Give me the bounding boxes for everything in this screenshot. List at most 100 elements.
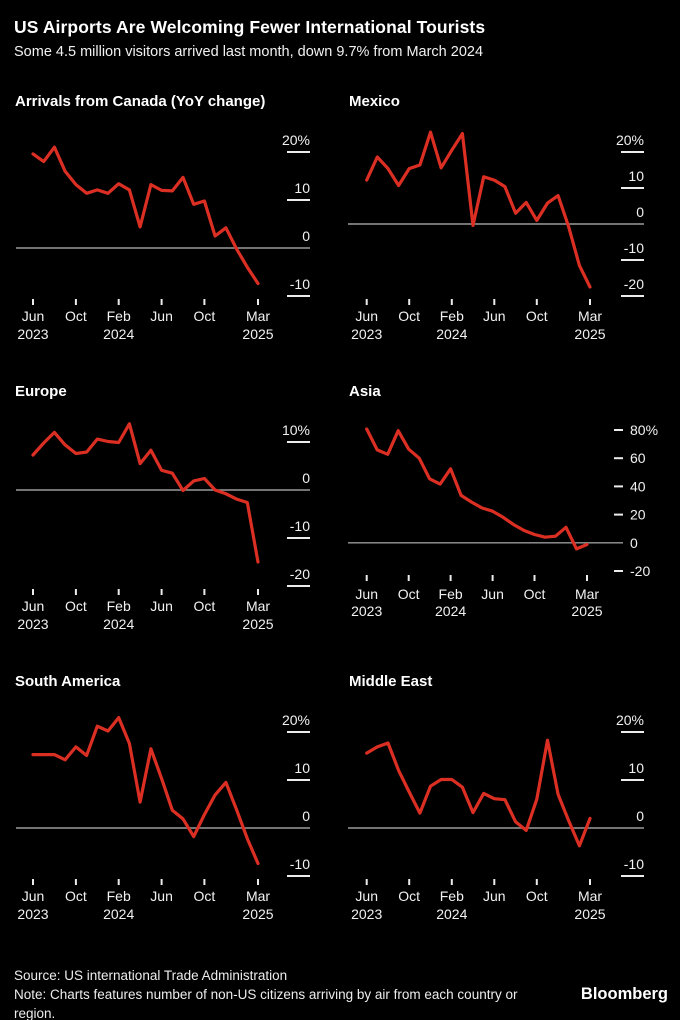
y-tick-label: 0 (302, 808, 310, 824)
chart-mexico: Mexico 20% 10 0 -10 -20 Jun 2023 Oct Feb 2024 Jun O… (340, 88, 680, 378)
x-tick-label-year: 2024 (435, 603, 466, 619)
x-tick-label: Oct (398, 308, 420, 324)
x-tick-label-year: 2025 (242, 326, 273, 342)
chart-asia: Asia 80% 60 40 20 0 -20 Jun 2023 Oct Feb 2024 Jun Oc… (340, 378, 680, 668)
y-tick-label: 20% (616, 132, 644, 148)
x-tick-label-year: 2024 (436, 326, 467, 342)
x-tick-label: Feb (440, 888, 464, 904)
x-tick-label-year: 2023 (351, 603, 382, 619)
y-tick-label: 10 (294, 760, 310, 776)
chart-south-america: South America 20% 10 0 -10 Jun 2023 Oct Feb 2024… (0, 668, 340, 958)
source-note: Source: US international Trade Administr… (14, 968, 288, 983)
y-tick-label: -10 (290, 856, 310, 872)
x-tick-label-year: 2023 (17, 616, 48, 632)
x-tick-label: Jun (355, 308, 378, 324)
x-tick-label: Mar (246, 598, 270, 614)
x-tick-label: Oct (65, 598, 87, 614)
page-title: US Airports Are Welcoming Fewer Internat… (14, 17, 486, 37)
y-tick-label: 10% (282, 422, 310, 438)
y-tick-label: -10 (624, 240, 644, 256)
chart-europe-plot: 10% 0 -10 -20 Jun 2023 Oct Feb 2024 Jun Oct Mar 2025 (16, 422, 310, 632)
x-tick-label: Oct (194, 888, 216, 904)
y-tick-label: 20% (282, 132, 310, 148)
chart-mexico-plot: 20% 10 0 -10 -20 Jun 2023 Oct Feb 2024 Jun Oct Mar 20… (348, 130, 644, 342)
y-tick-label: -20 (630, 563, 650, 579)
charts-grid: Arrivals from Canada (YoY change) 20% 10 0… (0, 88, 680, 958)
x-tick-label-year: 2025 (574, 326, 605, 342)
x-tick-label: Feb (440, 308, 464, 324)
x-tick-label-year: 2024 (103, 616, 134, 632)
y-tick-label: 0 (636, 204, 644, 220)
y-tick-label: 80% (630, 422, 658, 438)
y-tick-label: 0 (636, 808, 644, 824)
chart-asia-title: Asia (349, 383, 381, 400)
x-tick-label-year: 2025 (571, 603, 602, 619)
chart-south-america-plot: 20% 10 0 -10 Jun 2023 Oct Feb 2024 Jun Oct Mar 2025 (16, 712, 310, 922)
chart-canada-plot: 20% 10 0 -10 Jun 2023 Oct Feb 2024 Jun Oct Mar 2025 (16, 132, 310, 342)
data-line (31, 715, 260, 866)
y-tick-label: 10 (294, 180, 310, 196)
x-tick-label-year: 2023 (351, 906, 382, 922)
x-tick-label: Oct (398, 888, 420, 904)
x-tick-label-year: 2025 (242, 906, 273, 922)
x-tick-label: Feb (439, 586, 463, 602)
x-tick-label: Jun (22, 598, 45, 614)
y-tick-label: -20 (290, 566, 310, 582)
methodology-note: Note: Charts features number of non-US c… (14, 987, 518, 1020)
y-tick-label: 20 (630, 507, 646, 523)
x-tick-label: Jun (150, 598, 173, 614)
x-tick-label: Jun (355, 586, 378, 602)
chart-mexico-title: Mexico (349, 93, 400, 110)
chart-europe-title: Europe (15, 383, 67, 400)
x-tick-label: Oct (526, 888, 548, 904)
x-tick-label: Jun (483, 308, 506, 324)
chart-middle-east: Middle East 20% 10 0 -10 Jun 2023 Oct Feb 2024 Ju… (340, 668, 680, 958)
data-line (31, 145, 260, 286)
chart-south-america-title: South America (15, 673, 121, 690)
chart-europe: Europe 10% 0 -10 -20 Jun 2023 Oct Feb 2024 Jun Oct… (0, 378, 340, 668)
x-tick-label-year: 2023 (351, 326, 382, 342)
chart-canada-title: Arrivals from Canada (YoY change) (15, 93, 266, 110)
x-tick-label: Jun (22, 308, 45, 324)
x-tick-label: Jun (483, 888, 506, 904)
y-tick-label: -10 (624, 856, 644, 872)
page-subtitle: Some 4.5 million visitors arrived last m… (14, 44, 484, 60)
x-tick-label: Oct (194, 308, 216, 324)
y-tick-label: 0 (302, 228, 310, 244)
x-tick-label: Jun (481, 586, 504, 602)
x-tick-label: Mar (246, 308, 270, 324)
data-line (365, 427, 589, 551)
y-tick-label: 10 (628, 168, 644, 184)
chart-middle-east-plot: 20% 10 0 -10 Jun 2023 Oct Feb 2024 Jun Oct Mar 2025 (348, 712, 644, 922)
x-tick-label: Feb (107, 598, 131, 614)
x-tick-label: Jun (22, 888, 45, 904)
x-tick-label: Mar (578, 888, 602, 904)
y-tick-label: -10 (290, 518, 310, 534)
x-tick-label: Oct (65, 308, 87, 324)
data-line (365, 738, 592, 848)
x-tick-label: Mar (575, 586, 599, 602)
data-line (31, 422, 260, 564)
x-tick-label-year: 2023 (17, 906, 48, 922)
y-tick-label: 40 (630, 478, 646, 494)
x-tick-label: Mar (578, 308, 602, 324)
x-tick-label: Oct (398, 586, 420, 602)
x-tick-label: Jun (150, 308, 173, 324)
x-tick-label-year: 2023 (17, 326, 48, 342)
data-line (365, 130, 592, 289)
x-tick-label-year: 2024 (103, 906, 134, 922)
x-tick-label: Jun (150, 888, 173, 904)
y-tick-label: -10 (290, 276, 310, 292)
bloomberg-logo: Bloomberg (580, 985, 668, 1003)
chart-middle-east-title: Middle East (349, 673, 433, 690)
footer: Source: US international Trade Administr… (0, 958, 680, 1020)
x-tick-label: Oct (524, 586, 546, 602)
x-tick-label: Feb (107, 888, 131, 904)
x-tick-label: Oct (65, 888, 87, 904)
y-tick-label: 20% (282, 712, 310, 728)
header: US Airports Are Welcoming Fewer Internat… (0, 0, 680, 88)
x-tick-label: Mar (246, 888, 270, 904)
x-tick-label: Oct (194, 598, 216, 614)
